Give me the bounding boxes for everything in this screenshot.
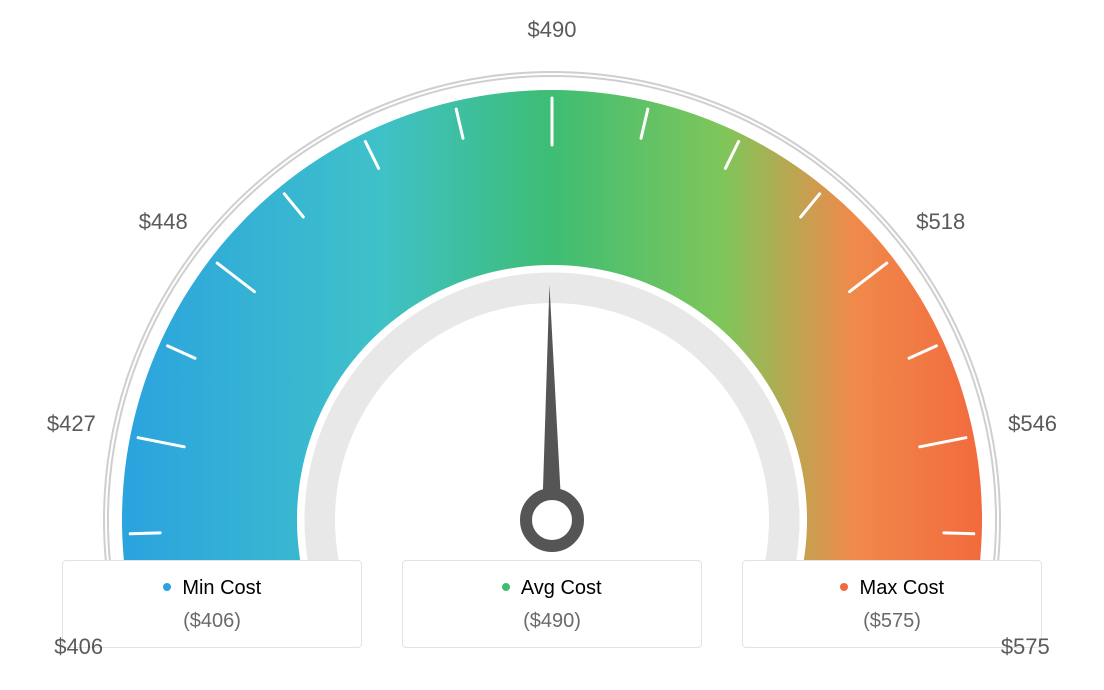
legend-value-avg: ($490) [413, 610, 691, 633]
legend-label-min: Min Cost [182, 577, 261, 599]
gauge-tick-label: $518 [916, 209, 965, 235]
legend-card-avg: Avg Cost ($490) [402, 560, 702, 648]
gauge-chart: $406$427$448$490$518$546$575 [0, 0, 1104, 560]
gauge-tick-label: $575 [1001, 634, 1050, 660]
legend-card-max: Max Cost ($575) [742, 560, 1042, 648]
legend-label-avg: Avg Cost [521, 577, 602, 599]
gauge-tick-label: $490 [528, 17, 577, 43]
gauge-tick-label: $546 [1008, 411, 1057, 437]
legend-value-max: ($575) [753, 610, 1031, 633]
legend-dot-min [163, 583, 171, 591]
legend-dot-max [840, 583, 848, 591]
legend-title-avg: Avg Cost [413, 577, 691, 600]
gauge-tick-label: $448 [139, 209, 188, 235]
gauge-tick-label: $406 [54, 634, 103, 660]
legend-row: Min Cost ($406) Avg Cost ($490) Max Cost… [0, 560, 1104, 668]
legend-label-max: Max Cost [860, 577, 944, 599]
gauge-svg [0, 0, 1104, 560]
gauge-tick-label: $427 [47, 411, 96, 437]
legend-card-min: Min Cost ($406) [62, 560, 362, 648]
legend-value-min: ($406) [73, 610, 351, 633]
legend-title-max: Max Cost [753, 577, 1031, 600]
legend-title-min: Min Cost [73, 577, 351, 600]
legend-dot-avg [502, 583, 510, 591]
